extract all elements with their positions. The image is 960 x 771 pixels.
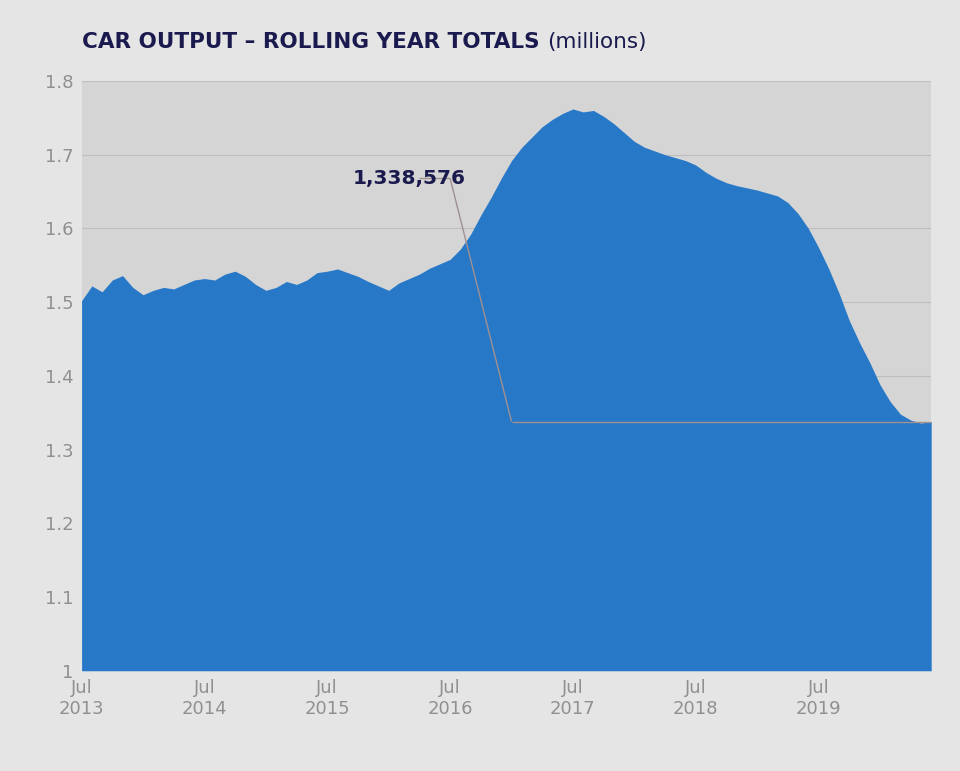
Text: 1,338,576: 1,338,576 [353, 169, 466, 188]
Text: (millions): (millions) [547, 32, 646, 52]
Text: CAR OUTPUT – ROLLING YEAR TOTALS: CAR OUTPUT – ROLLING YEAR TOTALS [82, 32, 540, 52]
